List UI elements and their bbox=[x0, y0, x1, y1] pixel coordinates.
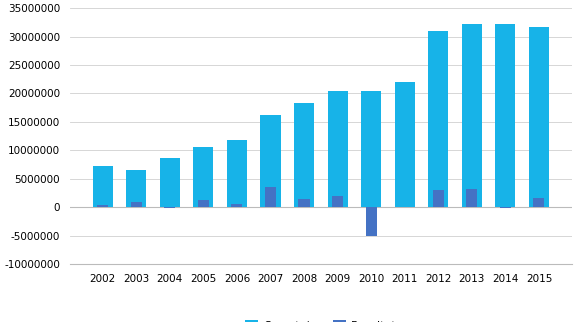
Bar bbox=[462, 24, 482, 207]
Bar bbox=[495, 24, 516, 207]
Bar bbox=[294, 103, 314, 207]
Bar bbox=[529, 27, 549, 207]
Bar bbox=[395, 82, 415, 207]
Bar bbox=[366, 207, 377, 236]
Bar bbox=[97, 205, 108, 207]
Bar bbox=[93, 166, 113, 207]
Bar bbox=[232, 204, 242, 207]
Bar bbox=[500, 207, 511, 208]
Bar bbox=[332, 196, 343, 207]
Bar bbox=[260, 115, 281, 207]
Bar bbox=[194, 147, 213, 207]
Bar bbox=[467, 189, 478, 207]
Bar bbox=[428, 32, 448, 207]
Bar bbox=[298, 199, 309, 207]
Bar bbox=[328, 91, 348, 207]
Bar bbox=[361, 90, 381, 207]
Legend: Omsetning, Resultat: Omsetning, Resultat bbox=[241, 316, 401, 322]
Bar bbox=[160, 158, 180, 207]
Bar bbox=[533, 197, 544, 207]
Bar bbox=[131, 202, 142, 207]
Bar bbox=[265, 187, 276, 207]
Bar bbox=[227, 140, 247, 207]
Bar bbox=[433, 190, 444, 207]
Bar bbox=[164, 207, 175, 208]
Bar bbox=[126, 170, 146, 207]
Bar bbox=[198, 200, 209, 207]
